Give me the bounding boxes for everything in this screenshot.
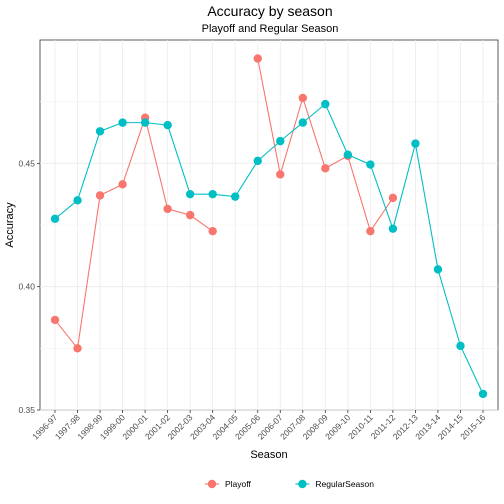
series-regularseason: [50, 99, 488, 399]
data-point: [140, 118, 150, 127]
data-point: [50, 214, 60, 224]
data-point: [73, 196, 82, 205]
y-axis-ticks: 0.35 0.40 0.45: [18, 158, 40, 415]
legend-key-point: [298, 479, 307, 489]
grid-minor: [40, 101, 498, 349]
data-point: [50, 315, 60, 325]
data-point: [208, 189, 217, 199]
grid-major: [40, 40, 498, 411]
data-point: [456, 341, 465, 351]
data-point: [366, 226, 375, 236]
data-point: [95, 127, 105, 136]
data-point: [433, 265, 443, 274]
legend-key-point: [207, 479, 217, 489]
data-point: [366, 160, 375, 169]
y-axis-title: Accuracy: [4, 202, 16, 248]
data-point: [298, 118, 307, 127]
chart-title: Accuracy by season: [207, 3, 332, 19]
data-point: [118, 118, 127, 127]
data-point: [185, 189, 195, 199]
data-point: [478, 389, 488, 399]
x-tick-label: 2015-16: [458, 412, 487, 441]
chart-subtitle: Playoff and Regular Season: [202, 23, 339, 35]
data-point: [185, 210, 195, 220]
data-point: [163, 204, 172, 214]
data-point: [163, 120, 172, 130]
x-axis-ticks: 1996-971997-981998-991999-002000-012001-…: [30, 410, 488, 441]
data-point: [95, 191, 105, 200]
legend: Playoff RegularSeason: [205, 479, 374, 489]
data-point: [253, 54, 262, 63]
data-point: [343, 150, 353, 159]
data-point: [298, 93, 307, 103]
data-point: [276, 170, 285, 179]
y-tick-label: 0.45: [18, 158, 35, 168]
data-point: [208, 226, 217, 236]
data-point: [388, 193, 398, 203]
data-point: [321, 99, 330, 109]
series-layer: [50, 54, 488, 399]
data-point: [118, 180, 127, 189]
data-point: [231, 192, 240, 201]
y-tick-label: 0.40: [18, 282, 35, 292]
legend-label: RegularSeason: [315, 479, 374, 489]
data-point: [388, 224, 398, 233]
legend-label: Playoff: [225, 479, 251, 489]
x-axis-title: Season: [250, 449, 287, 461]
data-point: [276, 136, 285, 146]
data-point: [253, 156, 262, 166]
data-point: [411, 139, 420, 148]
data-point: [73, 344, 82, 353]
y-tick-label: 0.35: [18, 405, 35, 415]
data-point: [321, 164, 330, 173]
